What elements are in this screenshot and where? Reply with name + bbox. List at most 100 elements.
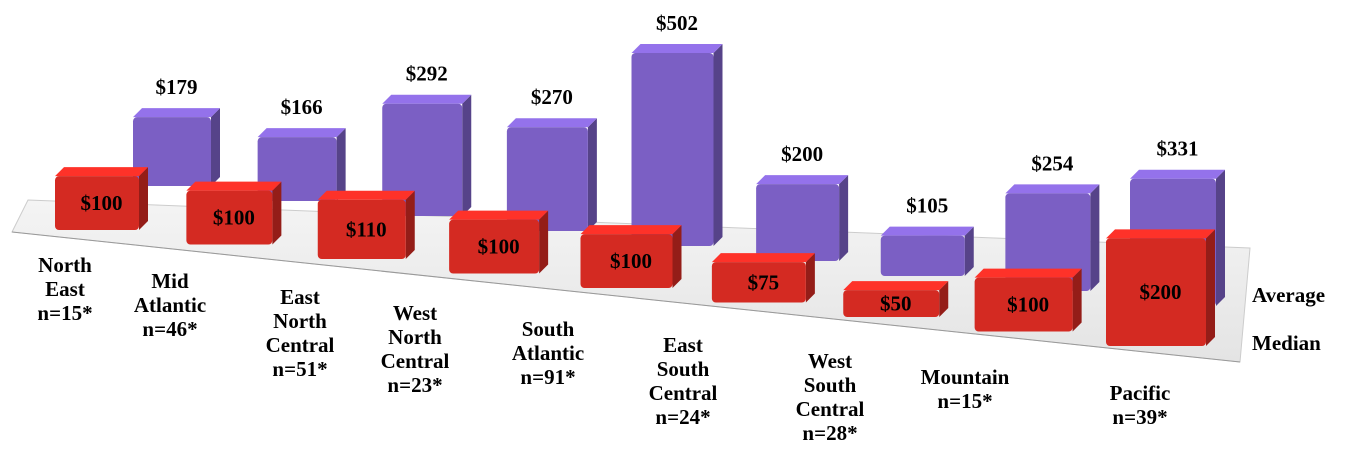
x-tick-label: East North Central n=51*	[266, 285, 335, 381]
value-label: $254	[1031, 151, 1074, 175]
label-line: Mid	[151, 269, 189, 293]
bar-top	[55, 167, 148, 177]
bar-side	[939, 281, 949, 317]
bar-side	[272, 181, 282, 245]
label-line: n=51*	[272, 357, 327, 381]
value-label: $331	[1157, 137, 1199, 161]
bar	[880, 235, 965, 276]
bar-top	[711, 253, 815, 263]
label-line: Central	[266, 333, 335, 357]
x-tick-label: East South Central n=24*	[649, 333, 718, 429]
x-tick-label: South Atlantic n=91*	[512, 317, 584, 389]
value-label: $75	[748, 270, 780, 294]
bar	[55, 176, 139, 230]
value-label: $50	[880, 292, 912, 316]
x-tick-label: Mountain n=15*	[921, 365, 1010, 413]
value-label: $292	[406, 62, 448, 86]
value-label: $166	[281, 95, 323, 119]
label-line: North	[38, 253, 92, 277]
label-line: North	[388, 325, 442, 349]
label-line: Mountain	[921, 365, 1010, 389]
label-line: n=15*	[37, 301, 92, 325]
bar-top	[1130, 169, 1225, 179]
bar-side	[539, 210, 549, 274]
bar-top	[580, 225, 682, 235]
label-line: East	[663, 333, 703, 357]
bar	[1106, 238, 1206, 346]
label-line: n=91*	[520, 365, 575, 389]
value-label: $200	[1140, 280, 1182, 304]
bar	[580, 234, 673, 288]
bar-side	[805, 253, 815, 303]
bar	[756, 184, 840, 261]
bar	[382, 103, 463, 216]
label-line: South	[804, 373, 857, 397]
bar-side	[587, 118, 597, 231]
bar-side	[139, 167, 148, 230]
label-line: North	[273, 309, 327, 333]
bar-top	[257, 128, 346, 138]
value-label: $100	[610, 249, 652, 273]
value-label: $100	[1007, 293, 1049, 317]
bar-side	[1206, 229, 1215, 346]
bar	[506, 127, 588, 231]
label-line: n=46*	[142, 317, 197, 341]
value-label: $100	[478, 235, 520, 259]
bar	[711, 262, 806, 303]
legend-label: Median	[1252, 331, 1321, 355]
bar	[449, 219, 540, 274]
bar-top	[506, 118, 597, 128]
bar-side	[713, 44, 723, 246]
bar	[974, 277, 1073, 332]
value-label: $179	[156, 75, 198, 99]
bar-top	[382, 94, 472, 104]
label-line: Central	[381, 349, 450, 373]
x-tick-label: Mid Atlantic n=46*	[134, 269, 206, 341]
label-line: East	[280, 285, 320, 309]
bar-side	[964, 226, 974, 276]
value-label: $502	[656, 11, 698, 35]
bar	[317, 199, 406, 259]
bar-side	[405, 190, 415, 259]
bar-side	[672, 225, 682, 288]
label-line: Central	[796, 397, 865, 421]
x-tick-label: West North Central n=23*	[381, 301, 450, 397]
label-line: Central	[649, 381, 718, 405]
value-label: $100	[81, 191, 123, 215]
bar-side	[839, 175, 849, 261]
value-label: $110	[346, 217, 387, 241]
bar-side	[462, 94, 472, 216]
bar-top	[133, 108, 220, 118]
label-line: Atlantic	[512, 341, 584, 365]
bar-top	[186, 181, 282, 191]
bar-top	[317, 190, 415, 200]
label-line: South	[522, 317, 575, 341]
bar-side	[211, 108, 220, 186]
bar-side	[1216, 169, 1225, 306]
value-label: $105	[906, 194, 948, 218]
bar-top	[449, 210, 549, 220]
label-line: West	[808, 349, 852, 373]
label-line: South	[657, 357, 710, 381]
label-line: Pacific	[1110, 381, 1171, 405]
x-tick-label: West South Central n=28*	[796, 349, 865, 445]
value-label: $270	[531, 85, 573, 109]
label-line: n=39*	[1112, 405, 1167, 429]
bar-top	[843, 281, 949, 291]
bar-top	[756, 175, 849, 185]
bar	[1005, 193, 1091, 291]
x-tick-label: North East n=15*	[37, 253, 92, 325]
label-line: n=28*	[802, 421, 857, 445]
label-line: n=15*	[937, 389, 992, 413]
label-line: Atlantic	[134, 293, 206, 317]
legend-label: Average	[1252, 283, 1325, 307]
value-label: $200	[781, 142, 823, 166]
label-line: n=23*	[387, 373, 442, 397]
bar	[133, 117, 211, 186]
label-line: East	[45, 277, 85, 301]
bar-top	[631, 44, 723, 53]
bar-side	[1090, 184, 1100, 291]
label-line: West	[393, 301, 437, 325]
bar	[631, 53, 714, 246]
